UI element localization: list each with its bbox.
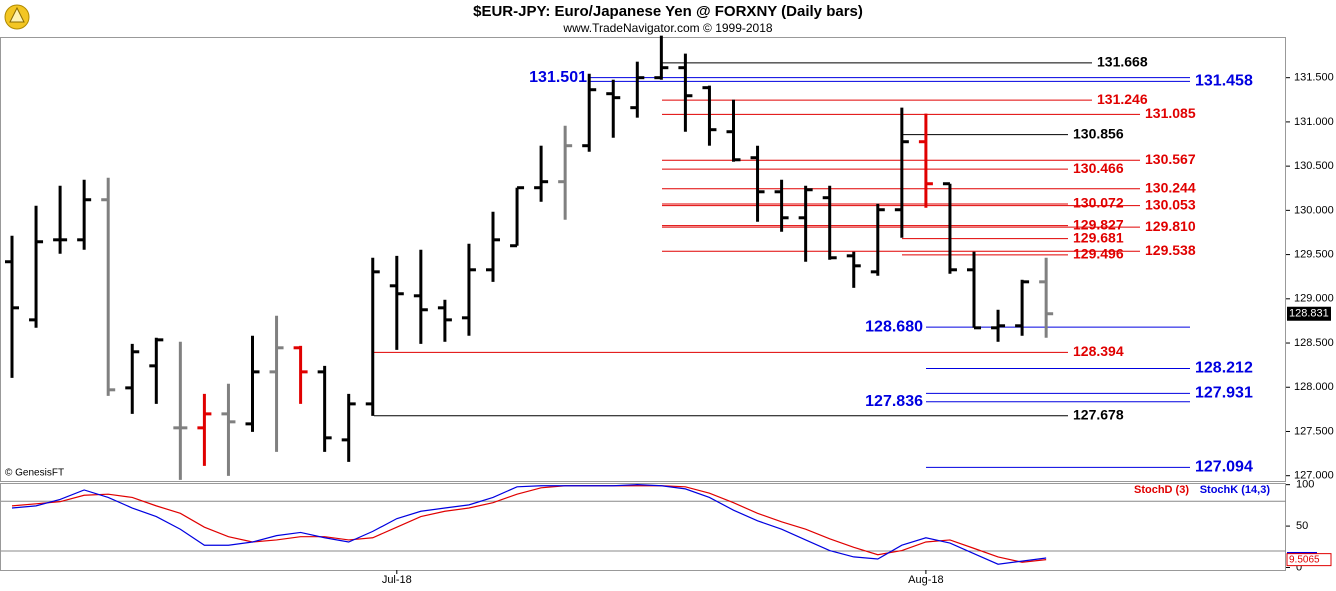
last-price-box <box>1287 306 1331 321</box>
level-label: 131.668 <box>1097 54 1148 70</box>
level-label: 130.856 <box>1073 125 1124 141</box>
level-label: 127.931 <box>1195 385 1253 402</box>
chart-title: $EUR-JPY: Euro/Japanese Yen @ FORXNY (Da… <box>473 3 863 20</box>
y-tick-label: 131.500 <box>1294 72 1334 84</box>
level-label: 130.053 <box>1145 196 1196 212</box>
level-label: 131.458 <box>1195 73 1253 90</box>
level-label: 128.680 <box>865 318 923 335</box>
level-label: 131.246 <box>1097 91 1148 107</box>
level-label: 127.094 <box>1195 459 1253 476</box>
last-value-box <box>1286 553 1332 567</box>
level-label: 130.567 <box>1145 151 1196 167</box>
level-label: 130.466 <box>1073 160 1124 176</box>
stoch-line <box>11 484 1047 565</box>
y-tick-label: 100 <box>1296 479 1314 491</box>
level-label: 128.394 <box>1073 343 1124 359</box>
level-label: 131.501 <box>529 69 587 86</box>
legend-entry: StochD (3) <box>1134 484 1189 496</box>
level-label: 129.538 <box>1145 242 1196 258</box>
y-tick-label: 131.000 <box>1294 116 1334 128</box>
level-label: 129.496 <box>1073 246 1124 262</box>
level-label: 130.244 <box>1145 179 1196 195</box>
logo <box>4 4 30 30</box>
price-frame <box>0 37 1286 482</box>
level-label: 128.212 <box>1195 360 1253 377</box>
y-tick-label: 129.500 <box>1294 248 1334 260</box>
last-value-label: 9.5065 <box>1289 554 1320 565</box>
level-label: 129.810 <box>1145 218 1196 234</box>
last-price-label: 128.831 <box>1289 308 1329 320</box>
level-label: 129.827 <box>1073 216 1124 232</box>
y-tick-label: 127.000 <box>1294 470 1334 482</box>
y-tick-label: 0 <box>1296 561 1302 573</box>
level-label: 127.836 <box>865 393 923 410</box>
y-tick-label: 50 <box>1296 520 1308 532</box>
y-tick-label: 130.500 <box>1294 160 1334 172</box>
x-tick-label: Jul-18 <box>382 574 412 586</box>
y-tick-label: 127.500 <box>1294 425 1334 437</box>
stoch-line <box>11 485 1047 563</box>
level-label: 127.678 <box>1073 406 1124 422</box>
legend-entry: StochK (14,3) <box>1200 484 1271 496</box>
subtitle: www.TradeNavigator.com © 1999-2018 <box>562 21 772 35</box>
level-label: 130.072 <box>1073 195 1124 211</box>
y-tick-label: 128.000 <box>1294 381 1334 393</box>
source: © GenesisFT <box>5 468 64 479</box>
level-label: 129.681 <box>1073 229 1124 245</box>
y-tick-label: 129.000 <box>1294 293 1334 305</box>
x-tick-label: Aug-18 <box>908 574 943 586</box>
y-tick-label: 130.000 <box>1294 204 1334 216</box>
stoch-frame <box>0 483 1286 571</box>
level-label: 131.085 <box>1145 105 1196 121</box>
y-tick-label: 128.500 <box>1294 337 1334 349</box>
